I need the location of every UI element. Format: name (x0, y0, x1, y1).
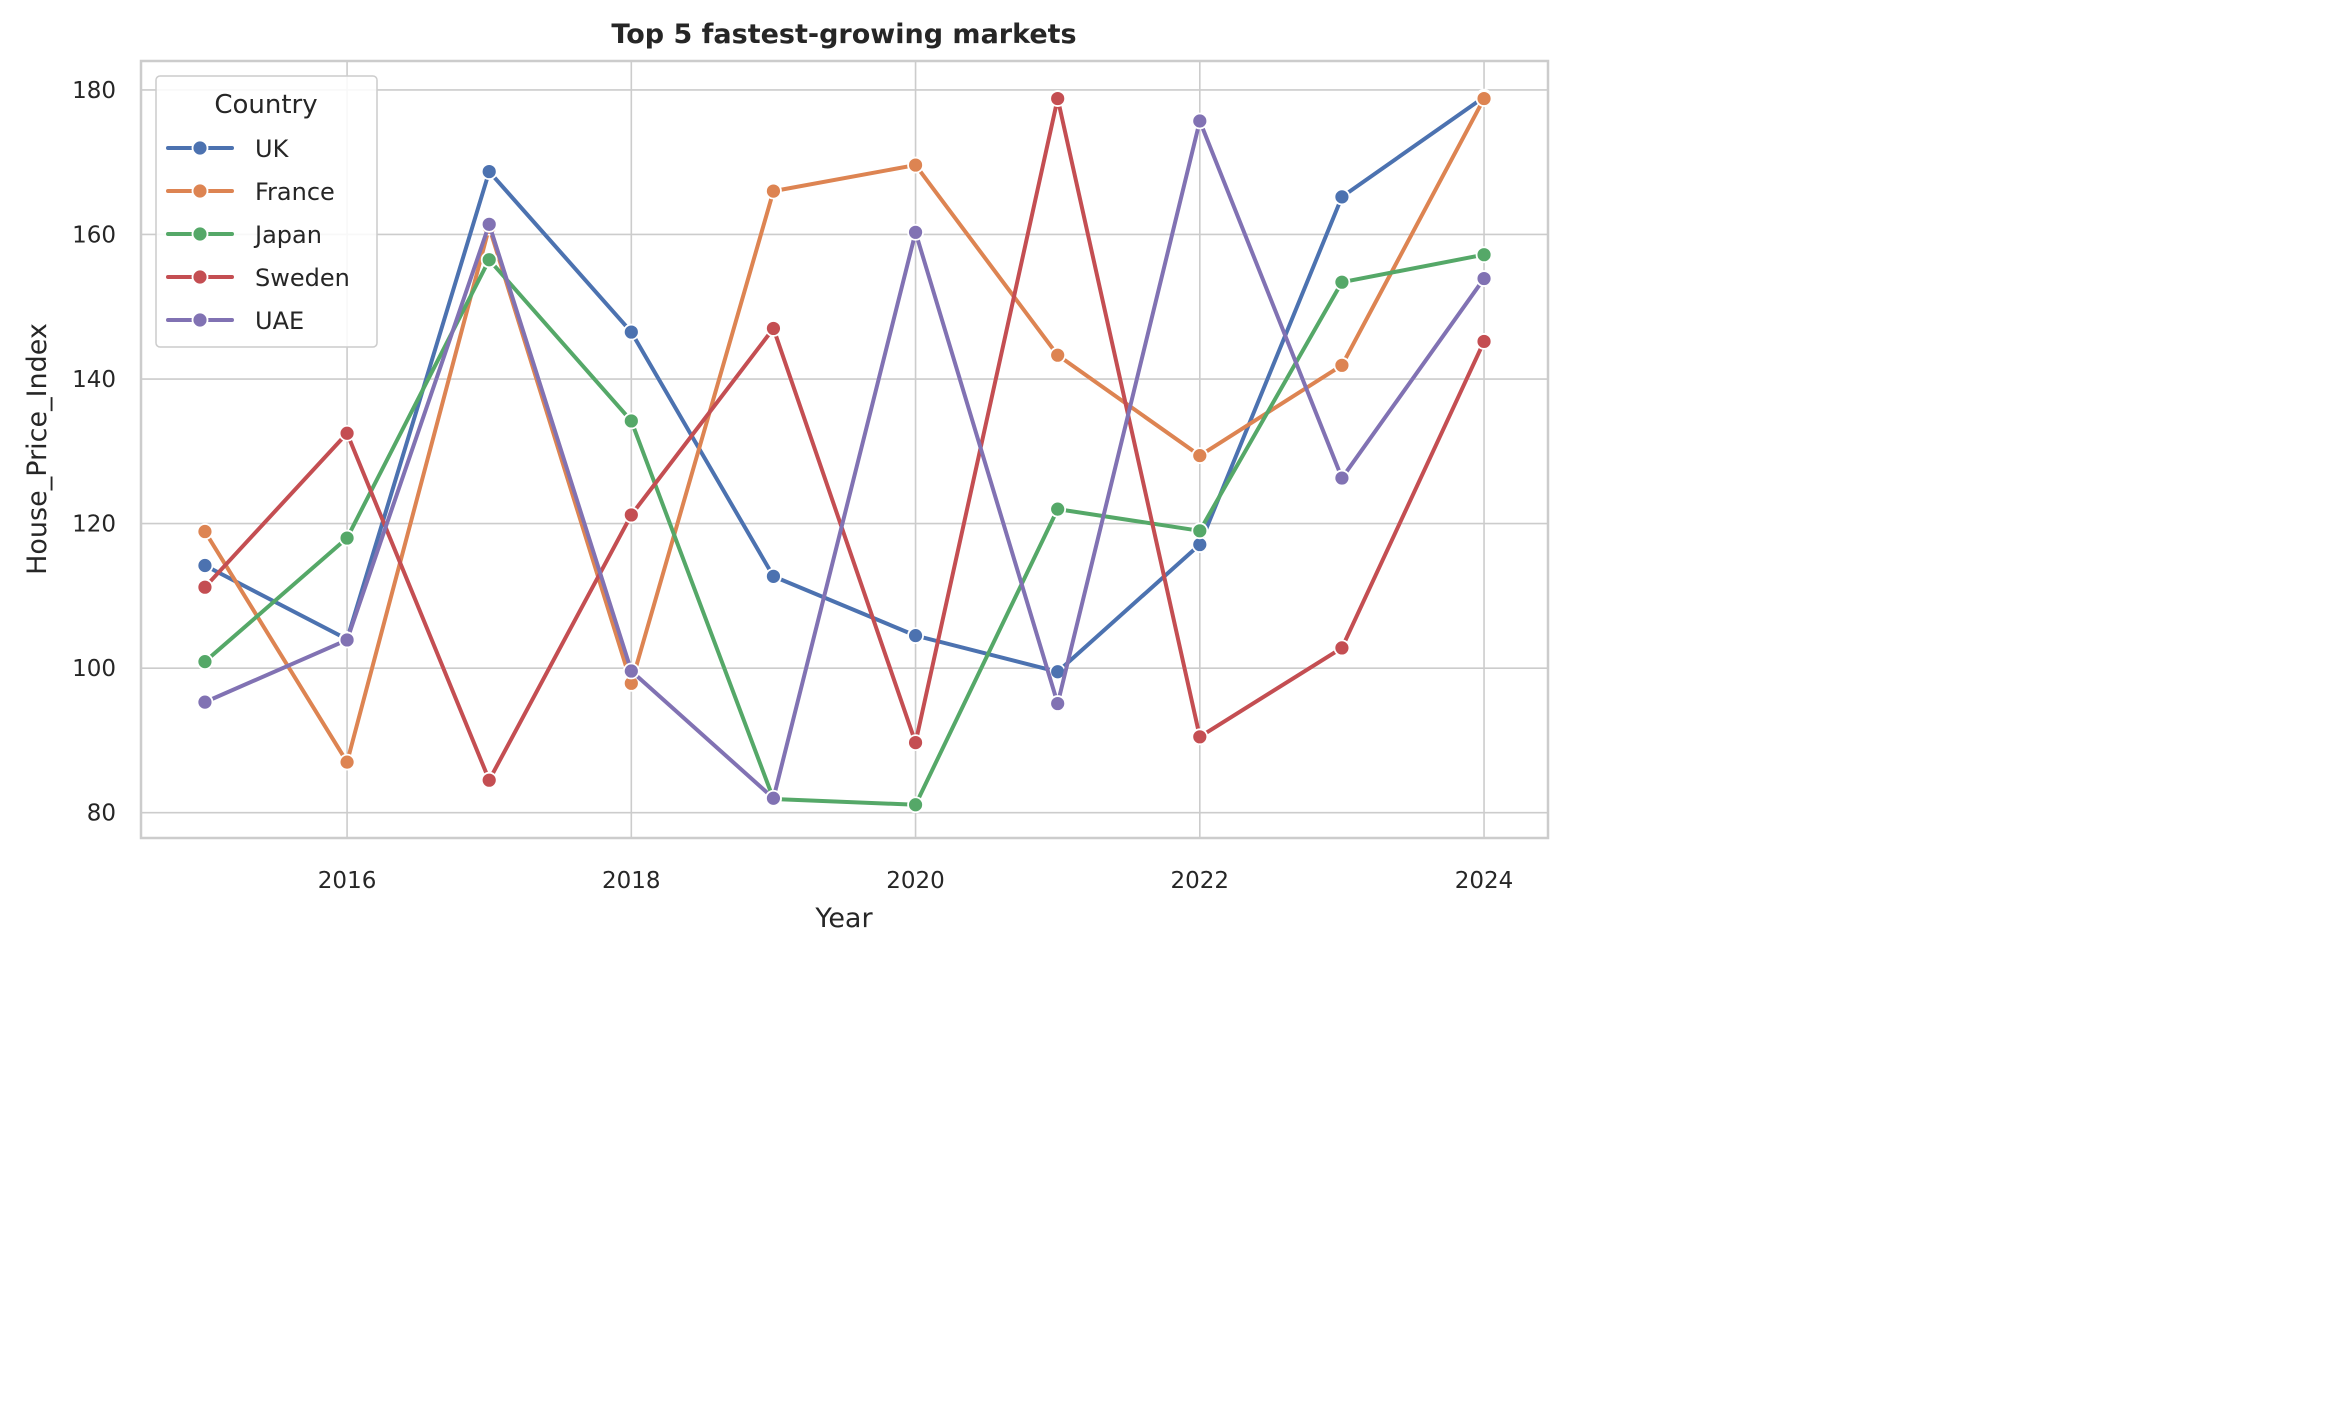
data-point (1475, 90, 1493, 107)
series-uae (196, 112, 1493, 807)
series-lines (196, 88, 1493, 814)
data-point (907, 627, 924, 645)
data-point (1475, 333, 1493, 350)
legend-marker (191, 139, 209, 157)
data-point (196, 653, 214, 671)
data-point (480, 771, 498, 789)
data-point (196, 693, 214, 711)
legend-marker (191, 311, 209, 329)
y-tick-label: 120 (72, 512, 116, 538)
x-tick-label: 2018 (602, 868, 661, 894)
series-line (202, 252, 1487, 807)
y-axis-label: House_Price_Index (22, 323, 53, 575)
x-tick-label: 2016 (318, 868, 377, 894)
data-point (338, 631, 356, 649)
legend-item-japan: Japan (166, 221, 322, 249)
series-japan (196, 246, 1493, 814)
data-point (907, 156, 924, 174)
y-tick-label: 100 (72, 656, 116, 682)
data-point (1191, 447, 1209, 465)
data-point (1191, 112, 1209, 130)
chart-title: Top 5 fastest-growing markets (611, 19, 1076, 50)
data-point (338, 529, 356, 547)
legend-label: Sweden (255, 264, 350, 292)
data-point (622, 323, 640, 341)
data-point (1049, 346, 1067, 364)
legend-item-uk: UK (166, 135, 290, 163)
x-tick-label: 2022 (1171, 868, 1230, 894)
data-point (622, 412, 640, 430)
data-point (765, 567, 782, 585)
legend-box (155, 75, 378, 348)
legend-marker (191, 225, 209, 243)
legend-label: France (255, 178, 335, 206)
data-point (1191, 536, 1209, 553)
grid (141, 61, 1548, 838)
data-point (1333, 188, 1351, 206)
data-point (907, 734, 924, 751)
legend-label: UAE (255, 307, 304, 335)
legend-label: UK (255, 135, 290, 163)
data-point (765, 182, 782, 200)
data-point (1475, 246, 1493, 264)
legend-title: Country (214, 90, 317, 120)
data-point (1333, 356, 1351, 374)
plot-frame (139, 59, 1550, 840)
y-axis: 80 100 120 140 160 180 (72, 78, 116, 827)
legend-item-uae: UAE (166, 307, 304, 335)
y-tick-label: 160 (72, 222, 116, 248)
y-tick-label: 180 (72, 78, 116, 104)
x-tick-label: 2024 (1455, 868, 1514, 894)
data-point (907, 796, 924, 814)
data-point (1191, 728, 1209, 746)
data-point (196, 523, 214, 540)
line-chart: Top 5 fastest-growing markets 2016 2018 20… (0, 0, 1568, 954)
legend: Country UK France Japan Sweden UAE (155, 75, 378, 348)
data-point (196, 557, 214, 574)
data-point (1049, 90, 1067, 107)
data-point (338, 753, 356, 771)
series-line (202, 95, 1487, 674)
series-line (202, 96, 1487, 783)
series-sweden (196, 90, 1493, 789)
legend-entries: UK France Japan Sweden UAE (166, 135, 350, 335)
data-point (1333, 273, 1351, 291)
legend-marker (191, 182, 209, 200)
data-point (1049, 500, 1067, 518)
y-tick-label: 140 (72, 367, 116, 393)
data-point (622, 506, 640, 524)
data-point (1333, 639, 1351, 657)
data-point (480, 251, 498, 269)
data-point (1049, 695, 1067, 712)
legend-marker (191, 268, 209, 286)
data-point (196, 578, 214, 596)
data-point (1191, 522, 1209, 540)
data-point (622, 662, 640, 680)
data-point (480, 215, 498, 233)
x-axis-label: Year (814, 903, 873, 934)
data-point (1475, 270, 1493, 287)
data-point (338, 424, 356, 442)
y-tick-label: 80 (87, 801, 116, 827)
x-axis: 2016 2018 2020 2022 2024 (318, 868, 1514, 894)
legend-item-sweden: Sweden (166, 264, 350, 292)
data-point (480, 163, 498, 180)
data-point (765, 320, 782, 337)
x-tick-label: 2020 (886, 868, 945, 894)
data-point (765, 789, 782, 807)
legend-item-france: France (166, 178, 335, 206)
series-line (202, 118, 1487, 801)
data-point (907, 223, 924, 241)
legend-label: Japan (253, 221, 322, 249)
data-point (1333, 469, 1351, 487)
